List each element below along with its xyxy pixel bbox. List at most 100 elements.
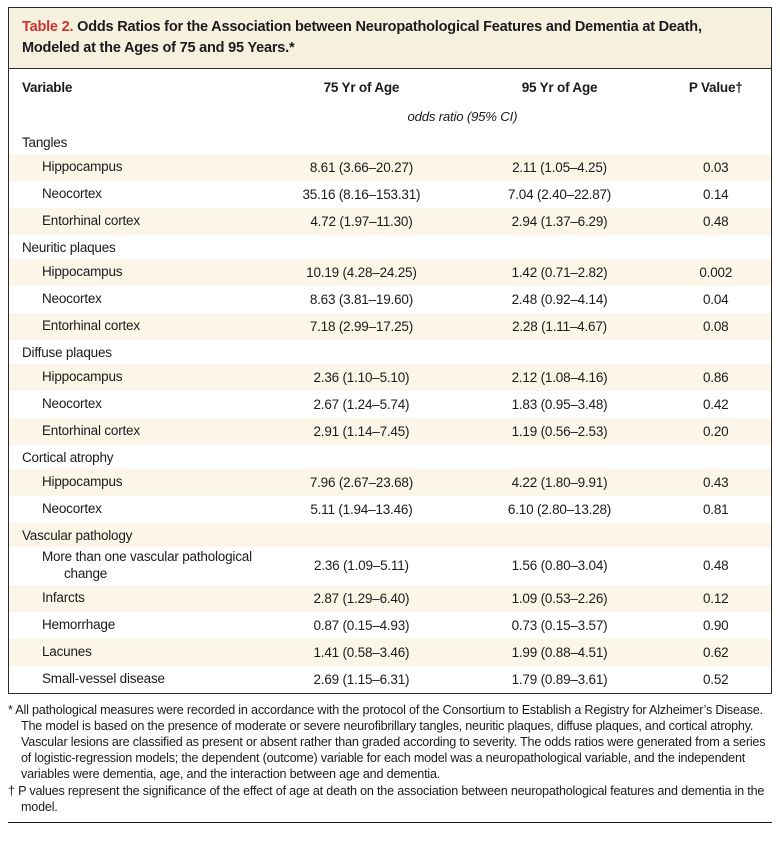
or-75yr-cell: 2.87 (1.29–6.40) [313,590,410,606]
variable-cell: Hippocampus [42,369,123,385]
table-row: Hippocampus 10.19 (4.28–24.25) 1.42 (0.71–… [9,259,771,287]
pvalue-cell: 0.48 [703,558,729,574]
or-75yr-cell: 1.41 (0.58–3.46) [313,644,410,660]
or-75yr-cell: 4.72 (1.97–11.30) [310,214,413,230]
table-title: Table 2. Odds Ratios for the Association… [9,8,771,70]
variable-cell: Neocortex [42,291,102,307]
group-label: Neuritic plaques [22,239,116,255]
table-title-label: Table 2. [22,19,74,35]
pvalue-cell: 0.42 [703,397,729,413]
or-95yr-cell: 4.22 (1.80–9.91) [511,475,608,491]
variable-cell: Hemorrhage [42,616,116,632]
or-95yr-cell: 1.83 (0.95–3.48) [511,397,608,413]
or-75yr-cell: 7.96 (2.67–23.68) [309,475,413,491]
pvalue-cell: 0.90 [703,617,729,633]
or-95yr-cell: 2.94 (1.37–6.29) [511,214,608,230]
table-row: Hippocampus 8.61 (3.66–20.27) 2.11 (1.05–4… [9,154,771,182]
odds-ratio-table: Variable 75 Yr of Age 95 Yr of Age P Val… [9,69,771,693]
or-75yr-cell: 2.36 (1.09–5.11) [313,558,409,574]
or-95yr-cell: 2.48 (0.92–4.14) [511,292,608,308]
or-75yr-cell: 8.61 (3.66–20.27) [309,160,413,176]
table-row: Small-vessel disease 2.69 (1.15–6.31) 1.79… [9,666,771,693]
or-95yr-cell: 1.19 (0.56–2.53) [511,424,608,440]
pvalue-cell: 0.20 [703,424,729,440]
variable-cell: Infarcts [42,589,85,605]
or-95yr-cell: 6.10 (2.80–13.28) [507,502,612,518]
table-row: Entorhinal cortex 2.91 (1.14–7.45) 1.19 (0… [9,418,771,446]
table-2-box: Table 2. Odds Ratios for the Association… [8,7,772,694]
pvalue-cell: 0.04 [703,292,729,308]
or-75yr-cell: 2.91 (1.14–7.45) [313,424,410,440]
pvalue-cell: 0.002 [699,265,733,281]
variable-cell: Neocortex [42,186,102,202]
table-row: Hippocampus 7.96 (2.67–23.68) 4.22 (1.80–9… [9,469,771,497]
or-75yr-cell: 0.87 (0.15–4.93) [313,617,410,633]
variable-cell: Hippocampus [42,264,123,280]
table-row: Hemorrhage 0.87 (0.15–4.93) 0.73 (0.15–3.5… [9,612,771,639]
column-header-95yr: 95 Yr of Age [521,80,598,96]
or-95yr-cell: 2.28 (1.11–4.67) [512,319,607,335]
variable-cell: Entorhinal cortex [42,213,140,229]
table-row: Neocortex 2.67 (1.24–5.74) 1.83 (0.95–3.48… [9,391,771,418]
table-row: Neocortex 35.16 (8.16–153.31) 7.04 (2.40–2… [9,181,771,208]
variable-cell: Neocortex [42,501,102,517]
or-75yr-cell: 7.18 (2.99–17.25) [309,319,413,335]
or-95yr-cell: 1.42 (0.71–2.82) [511,265,608,281]
table-row: Entorhinal cortex 7.18 (2.99–17.25) 2.28 (… [9,313,771,341]
or-95yr-cell: 2.12 (1.08–4.16) [511,370,608,386]
table-title-text: Odds Ratios for the Association between … [22,19,702,57]
or-75yr-cell: 2.67 (1.24–5.74) [313,397,410,413]
unit-note-row: odds ratio (95% CI) [9,102,771,130]
column-header-pvalue: P Value† [688,80,743,96]
variable-cell: Entorhinal cortex [42,423,140,439]
table-row: Neocortex 8.63 (3.81–19.60) 2.48 (0.92–4.1… [9,286,771,313]
or-75yr-cell: 8.63 (3.81–19.60) [309,292,413,308]
footnote: † P values represent the significance of… [8,783,765,814]
column-header-75yr: 75 Yr of Age [323,80,400,96]
table-row: Hippocampus 2.36 (1.10–5.10) 2.12 (1.08–4.… [9,364,771,392]
variable-cell: Hippocampus [42,474,123,490]
page: Table 2. Odds Ratios for the Association… [8,7,772,823]
table-header-row: Variable 75 Yr of Age 95 Yr of Age P Val… [9,69,771,102]
or-95yr-cell: 1.09 (0.53–2.26) [511,590,608,606]
or-75yr-cell: 10.19 (4.28–24.25) [306,265,417,281]
or-75yr-cell: 5.11 (1.94–13.46) [310,502,413,518]
group-row: Diffuse plaques [9,340,771,364]
group-label: Diffuse plaques [22,344,112,360]
or-75yr-cell: 2.69 (1.15–6.31) [313,671,410,687]
group-row: Cortical atrophy [9,445,771,469]
column-header-variable: Variable [22,80,73,96]
unit-note: odds ratio (95% CI) [407,108,518,124]
pvalue-cell: 0.48 [703,214,729,230]
table-row: More than one vascular pathological chan… [9,547,771,585]
pvalue-cell: 0.43 [703,475,729,491]
group-row: Neuritic plaques [9,235,771,259]
group-row: Vascular pathology [9,523,771,548]
or-95yr-cell: 1.56 (0.80–3.04) [511,558,608,574]
variable-cell: Small-vessel disease [42,670,165,686]
or-95yr-cell: 1.79 (0.89–3.61) [511,671,608,687]
pvalue-cell: 0.52 [703,671,729,687]
or-95yr-cell: 1.99 (0.88–4.51) [511,644,608,660]
or-95yr-cell: 2.11 (1.05–4.25) [512,160,607,176]
variable-cell: Hippocampus [42,159,123,175]
pvalue-cell: 0.08 [703,319,729,335]
or-95yr-cell: 0.73 (0.15–3.57) [511,617,608,633]
pvalue-cell: 0.86 [703,370,729,386]
table-row: Lacunes 1.41 (0.58–3.46) 1.99 (0.88–4.51) 0… [9,638,771,666]
pvalue-cell: 0.03 [703,160,729,176]
pvalue-cell: 0.62 [703,644,729,660]
or-75yr-cell: 35.16 (8.16–153.31) [302,187,421,203]
or-95yr-cell: 7.04 (2.40–22.87) [507,187,612,203]
pvalue-cell: 0.14 [703,187,729,203]
variable-cell: More than one vascular pathological chan… [42,549,252,581]
group-label: Tangles [22,134,68,150]
footnotes: * All pathological measures were recorde… [8,703,772,816]
variable-cell: Entorhinal cortex [42,318,140,334]
variable-cell: Lacunes [42,643,92,659]
table-row: Infarcts 2.87 (1.29–6.40) 1.09 (0.53–2.26)… [9,584,771,612]
or-75yr-cell: 2.36 (1.10–5.10) [313,370,410,386]
table-row: Entorhinal cortex 4.72 (1.97–11.30) 2.94 (… [9,208,771,236]
group-label: Cortical atrophy [22,449,114,465]
pvalue-cell: 0.81 [703,502,729,518]
